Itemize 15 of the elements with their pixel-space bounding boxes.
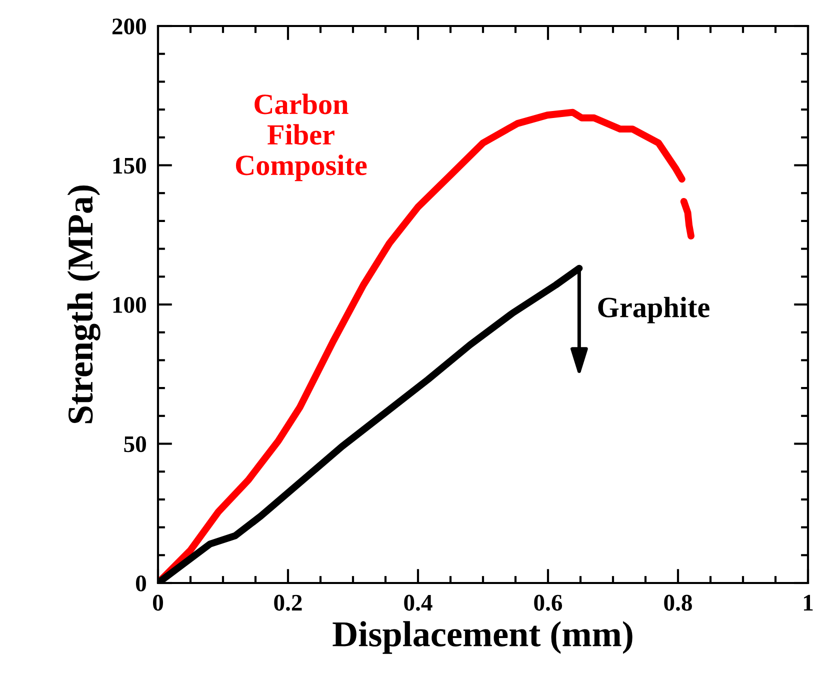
y-axis-title: Strength (MPa) (67, 186, 100, 424)
y-tick-label: 200 (112, 18, 146, 34)
y-tick-label: 100 (113, 296, 146, 313)
y-tick-label: 0 (136, 575, 146, 592)
y-tick-label: 150 (113, 158, 146, 174)
series-label: Graphite (598, 296, 710, 324)
x-tick-label: 0.6 (534, 594, 562, 611)
y-tick-label: 50 (124, 436, 146, 452)
x-tick-label: 0.8 (664, 594, 692, 611)
x-tick-label: 0.2 (274, 594, 302, 611)
x-tick-label: 0 (152, 594, 164, 611)
x-tick-label: 0.4 (404, 594, 432, 611)
x-tick-label: 1 (804, 594, 813, 610)
x-axis-title: Displacement (mm) (332, 621, 632, 654)
series-label: Carbon Fiber Composite (236, 94, 367, 182)
